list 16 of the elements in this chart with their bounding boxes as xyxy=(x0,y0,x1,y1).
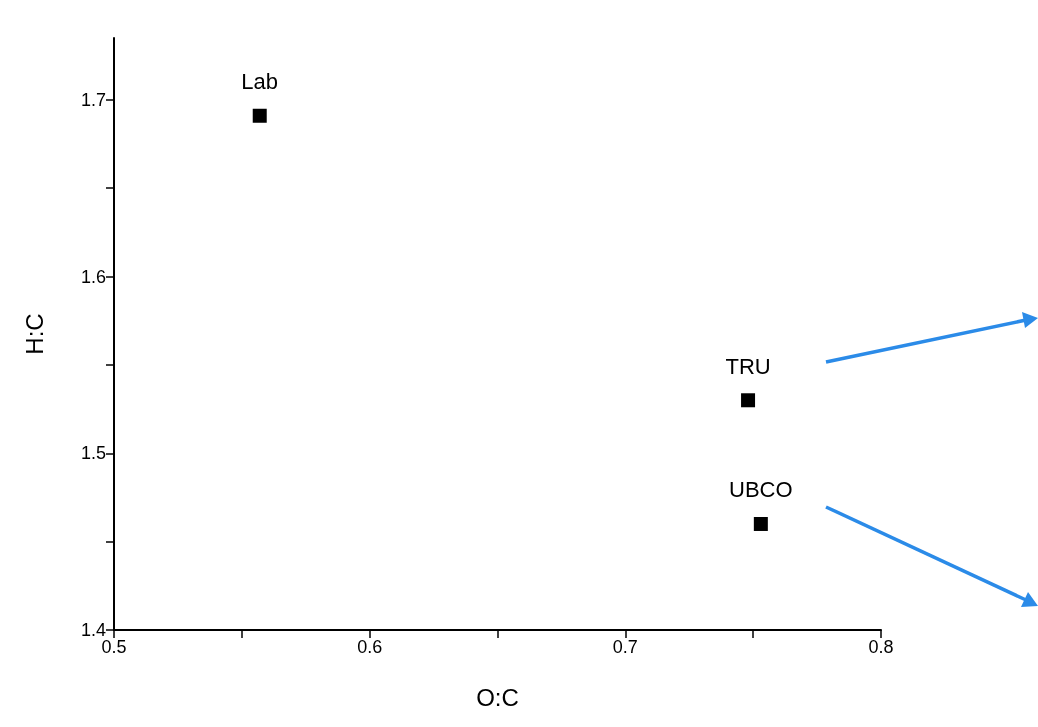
y-tick-label: 1.4 xyxy=(80,620,106,640)
annotation: TRU xyxy=(725,353,771,379)
x-tick-label: 0.8 xyxy=(868,637,894,657)
y-tick-label: 1.6 xyxy=(80,266,106,287)
x-axis-title: O:C xyxy=(476,683,519,711)
y-axis-title: H:C xyxy=(20,313,48,355)
annotation: UBCO xyxy=(729,477,793,503)
y-tick-label: 1.7 xyxy=(80,89,106,110)
x-tick-label: 0.7 xyxy=(612,637,638,657)
point xyxy=(252,108,267,123)
x-tick-label: 0.6 xyxy=(357,637,383,657)
point xyxy=(741,393,756,408)
x-tick-label: 0.5 xyxy=(101,637,127,657)
point xyxy=(753,516,768,531)
annotation: Lab xyxy=(241,69,279,95)
y-tick-label: 1.5 xyxy=(80,443,106,464)
